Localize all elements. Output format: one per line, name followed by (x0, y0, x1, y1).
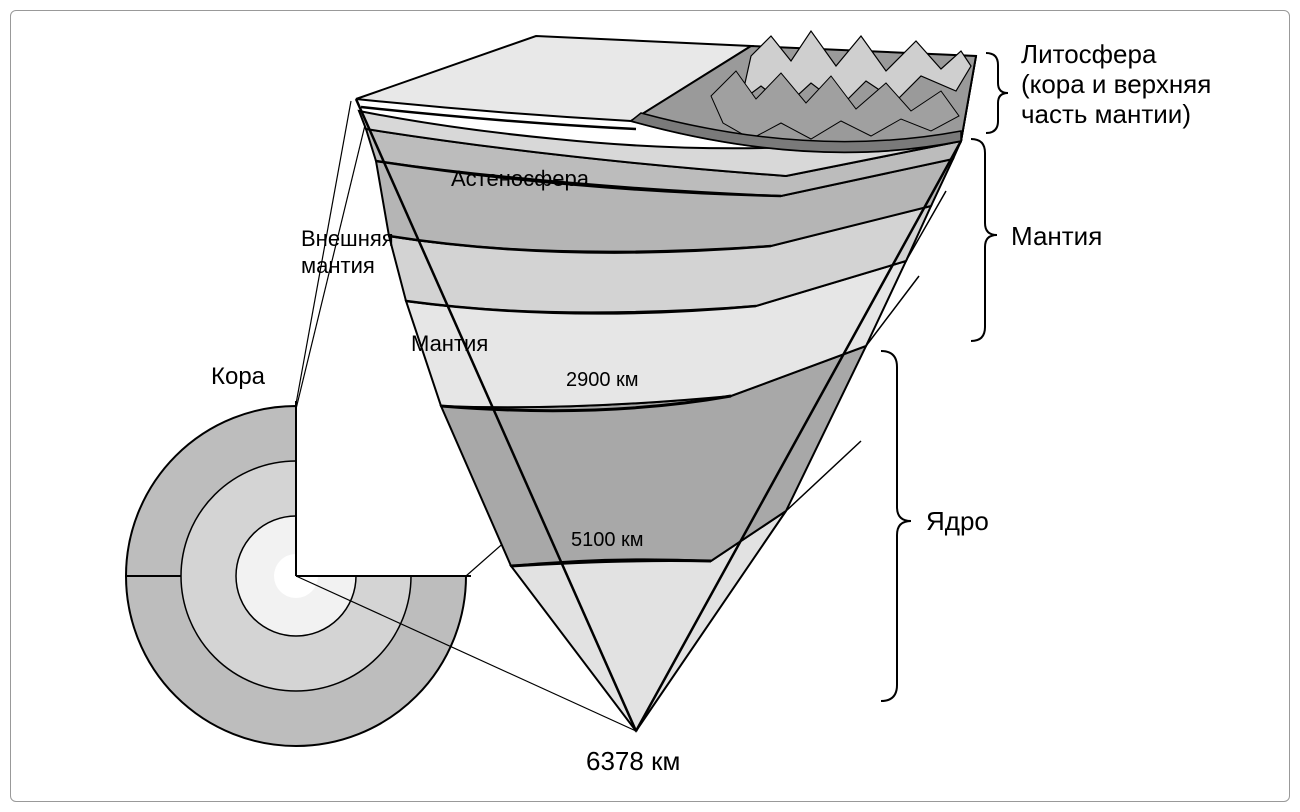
label-core-right: Ядро (926, 506, 989, 537)
label-asthenosphere: Астеносфера (451, 166, 589, 192)
label-mantle-inner: Мантия (411, 331, 488, 357)
label-crust-left: Кора (211, 363, 265, 391)
label-lithosphere-3: часть мантии) (1021, 99, 1191, 130)
diagram-frame: Кора Астеносфера Внешняя мантия Мантия 2… (10, 10, 1290, 802)
label-depth-6378: 6378 км (586, 746, 680, 777)
label-outer-mantle-2: мантия (301, 253, 375, 279)
label-mantle-right: Мантия (1011, 221, 1102, 252)
label-depth-2900: 2900 км (566, 369, 639, 392)
label-lithosphere-2: (кора и верхняя (1021, 69, 1211, 100)
label-depth-5100: 5100 км (571, 529, 644, 552)
label-outer-mantle-1: Внешняя (301, 226, 394, 252)
label-lithosphere-1: Литосфера (1021, 39, 1156, 70)
mini-globe (126, 401, 471, 746)
